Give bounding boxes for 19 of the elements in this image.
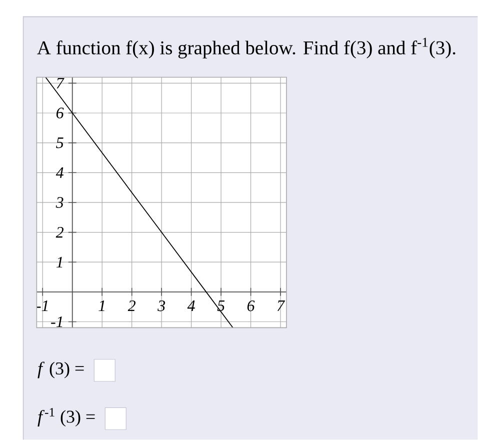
x-tick-label: 3 (158, 300, 166, 312)
y-tick-label: 3 (56, 197, 64, 208)
y-tick-label: -1 (51, 316, 62, 328)
y-tick-label: 7 (56, 78, 64, 88)
x-tick-label: 1 (98, 300, 104, 312)
y-tick-label: 1 (56, 256, 62, 268)
y-tick-label: 4 (56, 167, 64, 178)
x-tick-label: 2 (128, 300, 136, 312)
x-tick-label: 6 (247, 300, 255, 312)
x-tick-label: -1 (36, 300, 48, 312)
text: f (3) = (38, 362, 84, 378)
x-tick-label: 4 (187, 300, 195, 311)
x-tick-label: 7 (277, 300, 286, 311)
y-tick-label: 6 (56, 108, 64, 118)
text: f$^{-1}$ (3) = (38, 408, 95, 426)
x-tick-label: 5 (217, 300, 225, 312)
chart-title: A function f(x) is graphed below. Find f(3) and f$^{-1}$(3). (37, 38, 456, 58)
y-tick-label: 2 (56, 227, 64, 238)
y-tick-label: 5 (56, 138, 64, 148)
